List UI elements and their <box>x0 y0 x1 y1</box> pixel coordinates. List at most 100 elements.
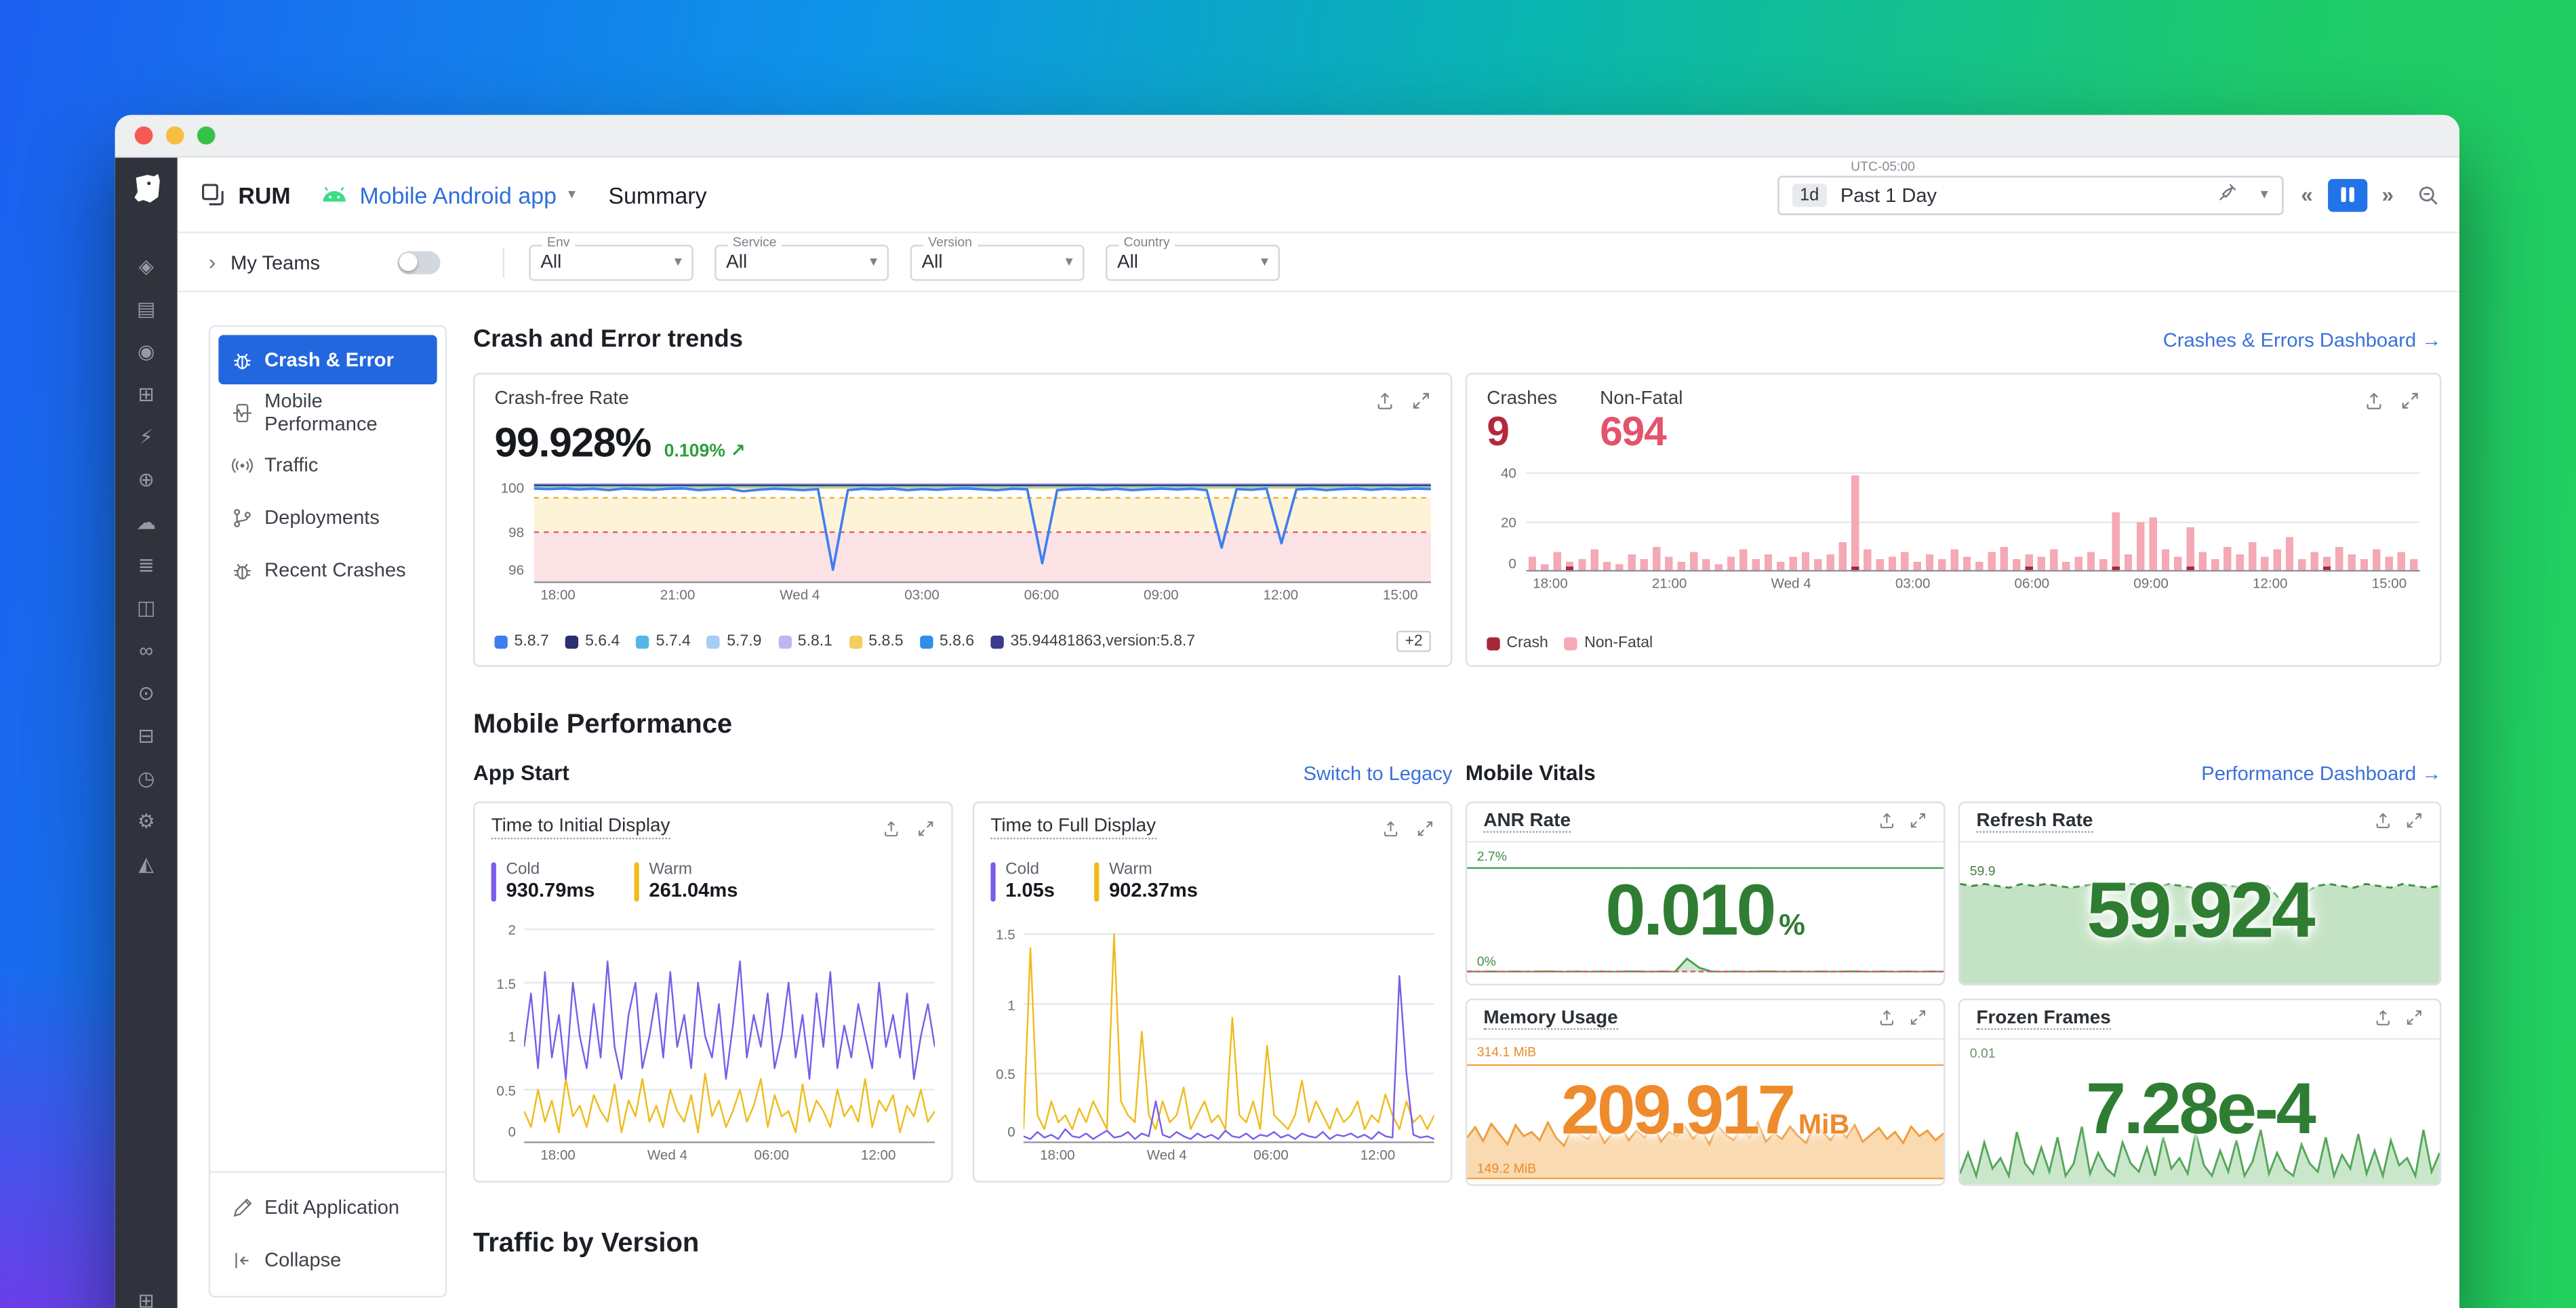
legend-more-chip[interactable]: +2 <box>1396 631 1431 653</box>
crash-free-rate-chart[interactable] <box>534 474 1431 583</box>
app-selector[interactable]: Mobile Android app <box>359 182 557 208</box>
legend-item[interactable]: 35.94481863,version:5.8.7 <box>990 632 1195 651</box>
export-icon[interactable] <box>1382 816 1400 846</box>
zoom-out-icon[interactable] <box>2417 183 2440 206</box>
zoom-button[interactable] <box>197 127 216 145</box>
crashes-chart[interactable] <box>1526 463 2419 571</box>
threshold-label: 149.2 MiB <box>1477 1161 1536 1176</box>
metrics-icon[interactable]: ▤ <box>137 287 155 330</box>
crash-free-rate-value: 99.928% <box>494 420 651 468</box>
chevron-down-icon[interactable]: ▾ <box>2261 186 2268 204</box>
series-swatch <box>1565 636 1577 649</box>
synthetics-icon[interactable]: ◷ <box>138 757 155 800</box>
legend-item[interactable]: 5.8.7 <box>494 632 548 651</box>
datadog-logo[interactable] <box>127 169 165 216</box>
ttfd-card: Time to Full Display <box>973 802 1453 1183</box>
crashes-errors-dashboard-link[interactable]: Crashes & Errors Dashboard → <box>2163 327 2442 350</box>
legend-item[interactable]: 5.7.4 <box>637 632 691 651</box>
legend-item[interactable]: Crash <box>1487 634 1548 652</box>
app-window: ◈▤◉⊞⚡⊕☁≣◫∞⊙⊟◷⚙◭ ⊞ RUM Mobile Android app… <box>115 115 2459 1308</box>
sidenav-item-traffic[interactable]: Traffic <box>218 440 437 489</box>
time-back-button[interactable]: « <box>2301 182 2313 207</box>
non-fatal-stat: Non-Fatal 694 <box>1600 389 1683 456</box>
sidenav-item-recent-crashes[interactable]: Recent Crashes <box>218 546 437 595</box>
logs-icon[interactable]: ≣ <box>138 544 154 586</box>
expand-icon[interactable] <box>1411 389 1431 419</box>
time-forward-button[interactable]: » <box>2382 182 2394 207</box>
export-icon[interactable] <box>2374 1004 2392 1034</box>
chevron-right-icon[interactable]: › <box>209 249 216 274</box>
expand-icon[interactable] <box>1909 807 1927 837</box>
export-icon[interactable] <box>1375 389 1394 419</box>
country-filter[interactable]: Country All ▾ <box>1106 244 1280 280</box>
pause-button[interactable] <box>2328 178 2367 211</box>
section-title-mobile-performance: Mobile Performance <box>473 710 2441 741</box>
events-icon[interactable]: ⚡ <box>139 415 153 458</box>
legend-item[interactable]: 5.8.6 <box>920 632 974 651</box>
card-title[interactable]: Refresh Rate <box>1976 811 2093 833</box>
x-axis-labels: 18:00 Wed 4 06:00 12:00 <box>524 1143 935 1163</box>
my-teams-toggle[interactable] <box>397 251 440 274</box>
my-teams-filter[interactable]: › My Teams <box>209 249 478 274</box>
apps-icon[interactable]: ⊞ <box>138 1280 154 1308</box>
expand-icon[interactable] <box>2405 1004 2423 1034</box>
chevron-down-icon: ▾ <box>1261 253 1268 271</box>
expand-icon[interactable] <box>2400 389 2420 419</box>
integrations-icon[interactable]: ⊕ <box>138 458 154 501</box>
env-filter[interactable]: Env All ▾ <box>529 244 693 280</box>
legend-item[interactable]: 5.6.4 <box>565 632 620 651</box>
export-icon[interactable] <box>1878 807 1896 837</box>
time-range-picker[interactable]: UTC-05:00 1d Past 1 Day ▾ <box>1777 175 2282 214</box>
card-title[interactable]: Time to Full Display <box>990 816 1156 839</box>
sidenav-item-crash-error[interactable]: Crash & Error <box>218 335 437 384</box>
threshold-label: 2.7% <box>1477 849 1507 864</box>
timezone-label: UTC-05:00 <box>1851 159 1915 173</box>
sidenav-item-deployments[interactable]: Deployments <box>218 493 437 542</box>
cold-start-stat: Cold1.05s <box>990 861 1055 902</box>
version-filter[interactable]: Version All ▾ <box>910 244 1085 280</box>
legend-item[interactable]: 5.7.9 <box>707 632 761 651</box>
dashboards-icon[interactable]: ⊞ <box>138 373 154 415</box>
version-legend: 5.8.7 5.6.4 5.7.4 5.7.9 5.8.1 5.8.5 5.8.… <box>494 631 1430 653</box>
pin-icon[interactable] <box>2218 180 2238 209</box>
series-swatch <box>494 635 507 648</box>
legend-item[interactable]: Non-Fatal <box>1565 634 1653 652</box>
export-icon[interactable] <box>2364 389 2383 419</box>
notebooks-icon[interactable]: ◭ <box>138 842 153 885</box>
expand-icon[interactable] <box>917 816 935 846</box>
time-range-chip[interactable]: 1d <box>1792 183 1828 206</box>
switch-to-legacy-link[interactable]: Switch to Legacy <box>1304 761 1453 784</box>
chevron-down-icon[interactable]: ▾ <box>568 186 576 204</box>
ttid-chart[interactable] <box>524 913 935 1143</box>
expand-icon[interactable] <box>1909 1004 1927 1034</box>
card-title[interactable]: Memory Usage <box>1483 1008 1617 1030</box>
collapse-button[interactable]: Collapse <box>218 1235 437 1284</box>
expand-icon[interactable] <box>2405 807 2423 837</box>
card-title[interactable]: ANR Rate <box>1483 811 1571 833</box>
sidenav-item-mobile-performance[interactable]: Mobile Performance <box>218 388 437 437</box>
service-map-icon[interactable]: ∞ <box>139 629 153 672</box>
apm-icon[interactable]: ◫ <box>137 586 155 629</box>
watchdog-icon[interactable]: ◈ <box>138 245 153 287</box>
cloud-icon[interactable]: ☁ <box>136 501 156 544</box>
left-rail: ◈▤◉⊞⚡⊕☁≣◫∞⊙⊟◷⚙◭ ⊞ <box>115 158 178 1308</box>
y-axis-labels: 100 98 96 <box>494 474 534 583</box>
expand-icon[interactable] <box>1416 816 1434 846</box>
export-icon[interactable] <box>2374 807 2392 837</box>
security-icon[interactable]: ⊙ <box>138 672 154 714</box>
export-icon[interactable] <box>882 816 900 846</box>
minimize-button[interactable] <box>166 127 184 145</box>
monitors-icon[interactable]: ◉ <box>138 330 155 373</box>
legend-item[interactable]: 5.8.1 <box>778 632 832 651</box>
ttfd-chart[interactable] <box>1024 913 1434 1143</box>
card-title[interactable]: Frozen Frames <box>1976 1008 2110 1030</box>
card-title[interactable]: Time to Initial Display <box>491 816 670 839</box>
performance-dashboard-link[interactable]: Performance Dashboard → <box>2201 761 2441 784</box>
export-icon[interactable] <box>1878 1004 1896 1034</box>
service-filter[interactable]: Service All ▾ <box>715 244 889 280</box>
legend-item[interactable]: 5.8.5 <box>849 632 903 651</box>
edit-application-button[interactable]: Edit Application <box>218 1183 437 1232</box>
settings-icon[interactable]: ⚙ <box>138 800 155 842</box>
databases-icon[interactable]: ⊟ <box>138 714 154 757</box>
close-button[interactable] <box>135 127 153 145</box>
